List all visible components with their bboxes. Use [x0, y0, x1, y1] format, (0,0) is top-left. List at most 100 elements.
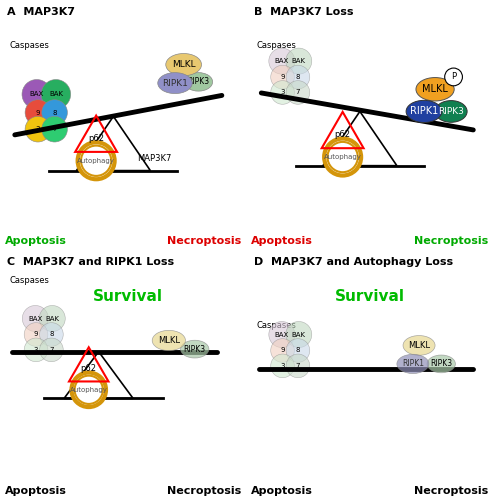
- Text: MLKL: MLKL: [408, 341, 430, 350]
- Text: MLKL: MLKL: [172, 60, 195, 69]
- Ellipse shape: [166, 54, 202, 76]
- Text: P: P: [451, 72, 456, 82]
- Text: Apoptosis: Apoptosis: [251, 236, 314, 246]
- Text: p62: p62: [81, 364, 97, 374]
- Text: Autophagy: Autophagy: [77, 158, 115, 164]
- Circle shape: [286, 338, 310, 362]
- Text: Apoptosis: Apoptosis: [5, 236, 67, 246]
- Ellipse shape: [152, 330, 185, 350]
- Ellipse shape: [427, 355, 456, 373]
- Text: Necroptosis: Necroptosis: [167, 486, 242, 496]
- Circle shape: [22, 306, 48, 332]
- Text: MAP3K7: MAP3K7: [137, 154, 171, 163]
- Circle shape: [74, 376, 103, 404]
- Text: Survival: Survival: [93, 288, 163, 304]
- Text: Autophagy: Autophagy: [70, 387, 107, 393]
- Text: 3: 3: [281, 90, 285, 96]
- Circle shape: [24, 322, 48, 346]
- Text: Caspases: Caspases: [10, 41, 50, 50]
- Circle shape: [22, 80, 51, 109]
- Text: Necroptosis: Necroptosis: [414, 486, 488, 496]
- Text: Caspases: Caspases: [256, 41, 296, 50]
- Text: Apoptosis: Apoptosis: [5, 486, 67, 496]
- Text: 8: 8: [52, 110, 57, 116]
- Circle shape: [271, 338, 294, 362]
- Text: BAX: BAX: [30, 92, 44, 98]
- Circle shape: [42, 116, 68, 142]
- Text: p62: p62: [335, 130, 351, 140]
- Ellipse shape: [406, 100, 442, 122]
- Text: 9: 9: [35, 110, 40, 116]
- Ellipse shape: [397, 354, 429, 374]
- Text: 9: 9: [34, 332, 38, 338]
- Text: 9: 9: [281, 348, 285, 354]
- Circle shape: [286, 80, 310, 104]
- Circle shape: [78, 142, 114, 179]
- Text: RIPK1: RIPK1: [162, 78, 188, 88]
- Text: Caspases: Caspases: [10, 276, 50, 285]
- Circle shape: [25, 116, 51, 142]
- Text: BAX: BAX: [28, 316, 42, 322]
- Text: 8: 8: [296, 348, 300, 354]
- Text: C  MAP3K7 and RIPK1 Loss: C MAP3K7 and RIPK1 Loss: [7, 256, 175, 266]
- Circle shape: [269, 322, 295, 347]
- Text: 8: 8: [49, 332, 54, 338]
- Text: BAK: BAK: [49, 92, 63, 98]
- Text: p62: p62: [88, 134, 104, 143]
- Circle shape: [324, 138, 361, 175]
- Circle shape: [39, 338, 63, 361]
- Text: BAK: BAK: [45, 316, 59, 322]
- Text: RIPK1: RIPK1: [402, 360, 424, 368]
- Text: 9: 9: [281, 74, 285, 80]
- Circle shape: [286, 48, 312, 74]
- Circle shape: [24, 338, 48, 361]
- Text: Necroptosis: Necroptosis: [414, 236, 488, 246]
- Circle shape: [39, 322, 63, 346]
- Text: MLKL: MLKL: [422, 84, 448, 94]
- Text: BAX: BAX: [275, 58, 289, 64]
- Text: BAK: BAK: [292, 58, 306, 64]
- Text: 3: 3: [281, 363, 285, 369]
- Ellipse shape: [435, 100, 467, 122]
- Circle shape: [81, 146, 111, 176]
- Text: Autophagy: Autophagy: [324, 154, 361, 160]
- Text: 8: 8: [296, 74, 300, 80]
- Text: BAK: BAK: [292, 332, 306, 338]
- Ellipse shape: [180, 340, 209, 358]
- Circle shape: [42, 100, 68, 126]
- Text: RIPK3: RIPK3: [187, 78, 210, 86]
- Circle shape: [269, 48, 295, 74]
- Circle shape: [286, 322, 312, 347]
- Circle shape: [286, 65, 310, 89]
- Text: B  MAP3K7 Loss: B MAP3K7 Loss: [254, 6, 353, 16]
- Circle shape: [39, 306, 65, 332]
- Circle shape: [445, 68, 462, 86]
- Text: 7: 7: [296, 363, 300, 369]
- Text: RIPK1: RIPK1: [410, 106, 438, 117]
- Circle shape: [271, 354, 294, 378]
- Ellipse shape: [416, 78, 454, 101]
- Text: 7: 7: [52, 126, 57, 132]
- Text: 7: 7: [49, 347, 54, 353]
- Text: 3: 3: [34, 347, 38, 353]
- Circle shape: [286, 354, 310, 378]
- Text: BAX: BAX: [275, 332, 289, 338]
- Circle shape: [271, 65, 294, 89]
- Text: MLKL: MLKL: [158, 336, 180, 345]
- Ellipse shape: [403, 336, 435, 355]
- Circle shape: [271, 80, 294, 104]
- Ellipse shape: [158, 72, 192, 94]
- Text: D  MAP3K7 and Autophagy Loss: D MAP3K7 and Autophagy Loss: [254, 256, 453, 266]
- Text: 7: 7: [296, 90, 300, 96]
- Text: A  MAP3K7: A MAP3K7: [7, 6, 75, 16]
- Ellipse shape: [184, 72, 212, 91]
- Text: RIPK3: RIPK3: [430, 360, 452, 368]
- Text: Apoptosis: Apoptosis: [251, 486, 314, 496]
- Circle shape: [327, 142, 358, 172]
- Text: Necroptosis: Necroptosis: [167, 236, 242, 246]
- Text: RIPK3: RIPK3: [184, 344, 206, 354]
- Circle shape: [25, 100, 51, 126]
- Text: RIPK3: RIPK3: [438, 107, 464, 116]
- Text: Caspases: Caspases: [256, 321, 296, 330]
- Circle shape: [41, 80, 70, 109]
